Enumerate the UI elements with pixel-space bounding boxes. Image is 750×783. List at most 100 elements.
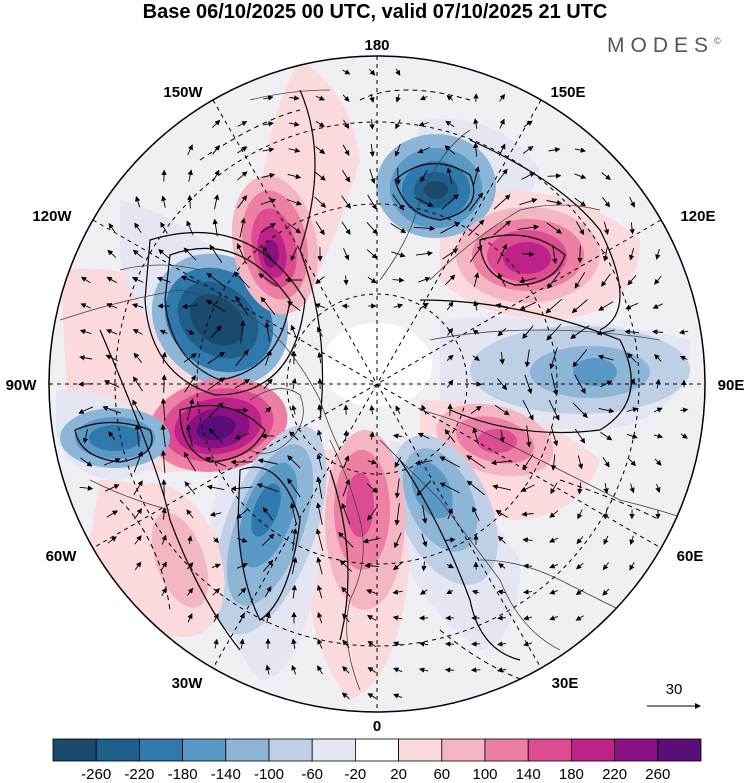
wind-arrow bbox=[517, 224, 540, 230]
wind-arrow bbox=[603, 509, 609, 520]
wind-arrow bbox=[395, 405, 401, 415]
wind-arrow bbox=[263, 378, 273, 389]
wind-arrow bbox=[234, 432, 249, 440]
wind-arrow bbox=[391, 251, 406, 258]
colorbar-swatch bbox=[398, 738, 443, 762]
wind-arrow bbox=[291, 664, 297, 675]
wind-arrow bbox=[572, 349, 588, 368]
wind-arrow bbox=[314, 171, 326, 181]
wind-arrow bbox=[492, 484, 511, 491]
wind-arrow bbox=[392, 277, 405, 283]
lon-label-120e: 120E bbox=[680, 208, 715, 225]
wind-arrow bbox=[210, 325, 222, 339]
wind-arrow bbox=[575, 221, 585, 236]
wind-arrow bbox=[102, 405, 121, 414]
wind-arrow bbox=[550, 482, 558, 495]
wind-arrow bbox=[680, 407, 689, 413]
wind-arrow bbox=[421, 533, 428, 548]
wind-arrow bbox=[394, 478, 401, 499]
wind-arrow bbox=[442, 248, 459, 260]
wind-arrow bbox=[498, 563, 506, 569]
colorbar-tick-label: 20 bbox=[390, 766, 407, 783]
wind-arrow bbox=[156, 276, 171, 283]
wind-arrow bbox=[287, 478, 301, 498]
wind-arrow bbox=[369, 431, 375, 440]
wind-arrow bbox=[497, 378, 508, 391]
wind-arrow bbox=[341, 586, 351, 597]
wind-arrow bbox=[523, 641, 533, 647]
wind-arrow bbox=[292, 528, 298, 551]
wind-arrow bbox=[653, 433, 664, 439]
wind-arrow bbox=[317, 611, 323, 624]
wind-arrow bbox=[187, 169, 193, 182]
wind-arrow bbox=[317, 326, 323, 337]
wind-arrow bbox=[134, 535, 142, 545]
wind-arrow bbox=[601, 172, 612, 180]
wind-arrow bbox=[287, 455, 301, 469]
wind-arrow bbox=[395, 167, 401, 186]
wind-arrow bbox=[341, 221, 351, 235]
wind-arrow bbox=[548, 399, 560, 421]
wind-arrow bbox=[342, 639, 350, 648]
wind-arrow bbox=[133, 352, 143, 363]
colorbar-tick-label: 180 bbox=[559, 766, 584, 783]
wind-arrow bbox=[184, 481, 196, 495]
wind-arrow bbox=[472, 355, 480, 361]
wind-arrow bbox=[627, 352, 637, 363]
wind-arrow bbox=[629, 483, 635, 494]
wind-arrow bbox=[471, 589, 480, 595]
wind-arrow bbox=[341, 692, 350, 700]
wind-arrow bbox=[186, 220, 194, 235]
wind-arrow bbox=[134, 508, 143, 520]
wind-arrow bbox=[341, 169, 351, 183]
wind-arrow bbox=[82, 429, 89, 444]
wind-arrow bbox=[263, 559, 274, 572]
wind-arrow bbox=[446, 95, 454, 101]
wind-arrow bbox=[79, 355, 93, 361]
wind-arrow bbox=[133, 450, 143, 473]
wind-arrow bbox=[186, 562, 194, 570]
wind-arrow bbox=[550, 426, 559, 447]
wind-arrow bbox=[493, 194, 511, 210]
wind-arrow bbox=[213, 638, 219, 649]
wind-arrow bbox=[160, 424, 166, 447]
colorbar: -260 -220 -180 -140 -100 -60 -20 20 60 100 140 180 2… bbox=[52, 738, 702, 783]
wind-arrow bbox=[161, 195, 167, 208]
wind-arrow bbox=[80, 457, 93, 467]
wind-arrow bbox=[499, 118, 505, 129]
colorbar-swatch bbox=[182, 738, 227, 762]
wind-arrow bbox=[343, 455, 350, 469]
wind-arrow bbox=[497, 535, 506, 544]
wind-arrow bbox=[392, 194, 404, 211]
wind-arrow bbox=[133, 480, 143, 496]
wind-arrow bbox=[493, 220, 512, 236]
wind-arrow bbox=[523, 589, 533, 595]
wind-arrow bbox=[369, 404, 375, 415]
wind-arrow bbox=[522, 399, 534, 421]
colorbar-swatch bbox=[354, 738, 399, 762]
wind-arrow bbox=[236, 243, 247, 265]
wind-arrow bbox=[343, 119, 350, 129]
wind-arrow bbox=[343, 275, 349, 286]
wind-arrow bbox=[577, 455, 584, 470]
wind-arrow bbox=[317, 665, 323, 675]
wind-arrow bbox=[342, 613, 350, 623]
wind-arrow bbox=[629, 248, 635, 261]
wind-arrow bbox=[103, 458, 121, 466]
wind-arrow bbox=[549, 347, 558, 370]
wind-arrow bbox=[261, 533, 275, 547]
wind-arrow bbox=[79, 485, 94, 491]
wind-arrow bbox=[289, 431, 299, 441]
wind-arrow bbox=[446, 589, 454, 595]
wind-arrow bbox=[552, 244, 558, 265]
wind-arrow bbox=[654, 353, 662, 362]
wind-arrow bbox=[519, 301, 536, 311]
wind-arrow bbox=[239, 612, 245, 623]
wind-arrow bbox=[497, 641, 507, 647]
wind-arrow bbox=[314, 303, 325, 309]
anomaly-pos-sw bbox=[115, 482, 225, 638]
wind-arrow bbox=[395, 68, 401, 76]
map-boundary bbox=[48, 55, 706, 713]
anomaly-neg-w bbox=[60, 408, 170, 468]
wind-arrow bbox=[446, 354, 454, 361]
